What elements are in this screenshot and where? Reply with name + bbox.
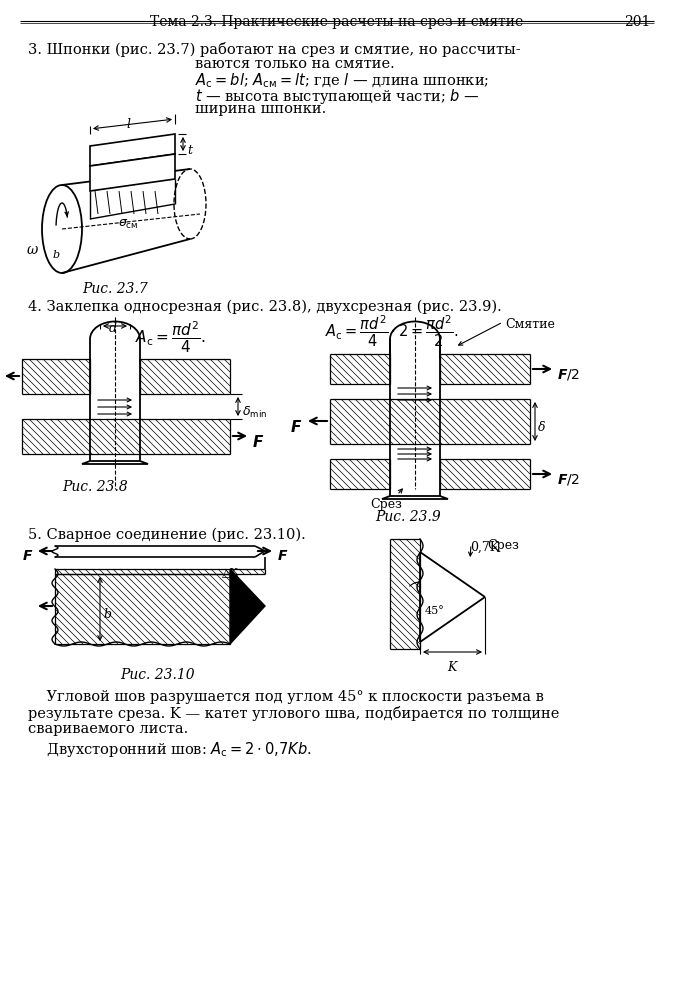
Text: $\boldsymbol{F}$$/2$: $\boldsymbol{F}$$/2$ bbox=[557, 472, 580, 487]
Text: △K: △K bbox=[222, 566, 239, 576]
Text: Смятие: Смятие bbox=[505, 318, 555, 331]
Text: ω: ω bbox=[27, 242, 38, 257]
Text: $A_\mathrm{c} = bl$; $A_\mathrm{см} = lt$; где $l$ — длина шпонки;: $A_\mathrm{c} = bl$; $A_\mathrm{см} = lt… bbox=[195, 72, 489, 90]
Text: 0,7K: 0,7K bbox=[470, 540, 499, 553]
Text: Срез: Срез bbox=[370, 498, 402, 510]
Text: t: t bbox=[187, 144, 192, 157]
Text: 4. Заклепка односрезная (рис. 23.8), двухсрезная (рис. 23.9).: 4. Заклепка односрезная (рис. 23.8), дву… bbox=[28, 300, 501, 314]
Text: ваются только на смятие.: ваются только на смятие. bbox=[195, 57, 395, 71]
Text: $\boldsymbol{F}$: $\boldsymbol{F}$ bbox=[252, 434, 264, 450]
Text: Тема 2.3. Практические расчеты на срез и смятие: Тема 2.3. Практические расчеты на срез и… bbox=[150, 15, 524, 29]
Text: Рис. 23.10: Рис. 23.10 bbox=[120, 667, 195, 681]
Text: $\boldsymbol{F}$$/2$: $\boldsymbol{F}$$/2$ bbox=[557, 367, 580, 382]
Text: $t$ — высота выступающей части; $b$ —: $t$ — высота выступающей части; $b$ — bbox=[195, 87, 479, 106]
Text: Срез: Срез bbox=[487, 538, 519, 551]
Text: результате среза. K — катет углового шва, подбирается по толщине: результате среза. K — катет углового шва… bbox=[28, 705, 559, 720]
Text: 201: 201 bbox=[623, 15, 650, 29]
Polygon shape bbox=[90, 155, 175, 191]
Text: b: b bbox=[53, 249, 60, 260]
Text: δ: δ bbox=[538, 421, 545, 434]
Text: Рис. 23.7: Рис. 23.7 bbox=[82, 282, 148, 296]
Text: l: l bbox=[126, 118, 130, 131]
Text: 45°: 45° bbox=[425, 605, 445, 615]
Text: $\boldsymbol{F}$: $\boldsymbol{F}$ bbox=[290, 419, 302, 435]
Text: $\delta_\mathrm{min}$: $\delta_\mathrm{min}$ bbox=[242, 405, 268, 420]
Text: Угловой шов разрушается под углом 45° к плоскости разъема в: Угловой шов разрушается под углом 45° к … bbox=[28, 689, 544, 703]
Text: ширина шпонки.: ширина шпонки. bbox=[195, 102, 326, 116]
Text: свариваемого листа.: свариваемого листа. bbox=[28, 721, 188, 735]
Text: 3. Шпонки (рис. 23.7) работают на срез и смятие, но рассчиты-: 3. Шпонки (рис. 23.7) работают на срез и… bbox=[28, 42, 520, 57]
Text: Рис. 23.9: Рис. 23.9 bbox=[375, 509, 441, 523]
Text: d: d bbox=[109, 322, 117, 335]
Text: b: b bbox=[103, 607, 111, 620]
Text: $A_\mathrm{c} = \dfrac{\pi d^2}{4}.$: $A_\mathrm{c} = \dfrac{\pi d^2}{4}.$ bbox=[135, 320, 206, 355]
Text: $\sigma_\mathrm{см}$: $\sigma_\mathrm{см}$ bbox=[118, 217, 138, 230]
Text: Двухсторонний шов: $A_\mathrm{c} = 2 \cdot 0{,}7Kb$.: Двухсторонний шов: $A_\mathrm{c} = 2 \cd… bbox=[28, 739, 312, 759]
Text: $A_\mathrm{c} = \dfrac{\pi d^2}{4} \cdot 2 = \dfrac{\pi d^2}{2}.$: $A_\mathrm{c} = \dfrac{\pi d^2}{4} \cdot… bbox=[325, 314, 458, 349]
Text: 5. Сварное соединение (рис. 23.10).: 5. Сварное соединение (рис. 23.10). bbox=[28, 527, 306, 542]
Polygon shape bbox=[90, 135, 175, 167]
Text: $\boldsymbol{F}$: $\boldsymbol{F}$ bbox=[22, 548, 33, 562]
Text: Рис. 23.8: Рис. 23.8 bbox=[62, 480, 128, 494]
Text: K: K bbox=[448, 660, 457, 673]
Polygon shape bbox=[230, 569, 265, 644]
Text: $\boldsymbol{F}$: $\boldsymbol{F}$ bbox=[277, 548, 288, 562]
